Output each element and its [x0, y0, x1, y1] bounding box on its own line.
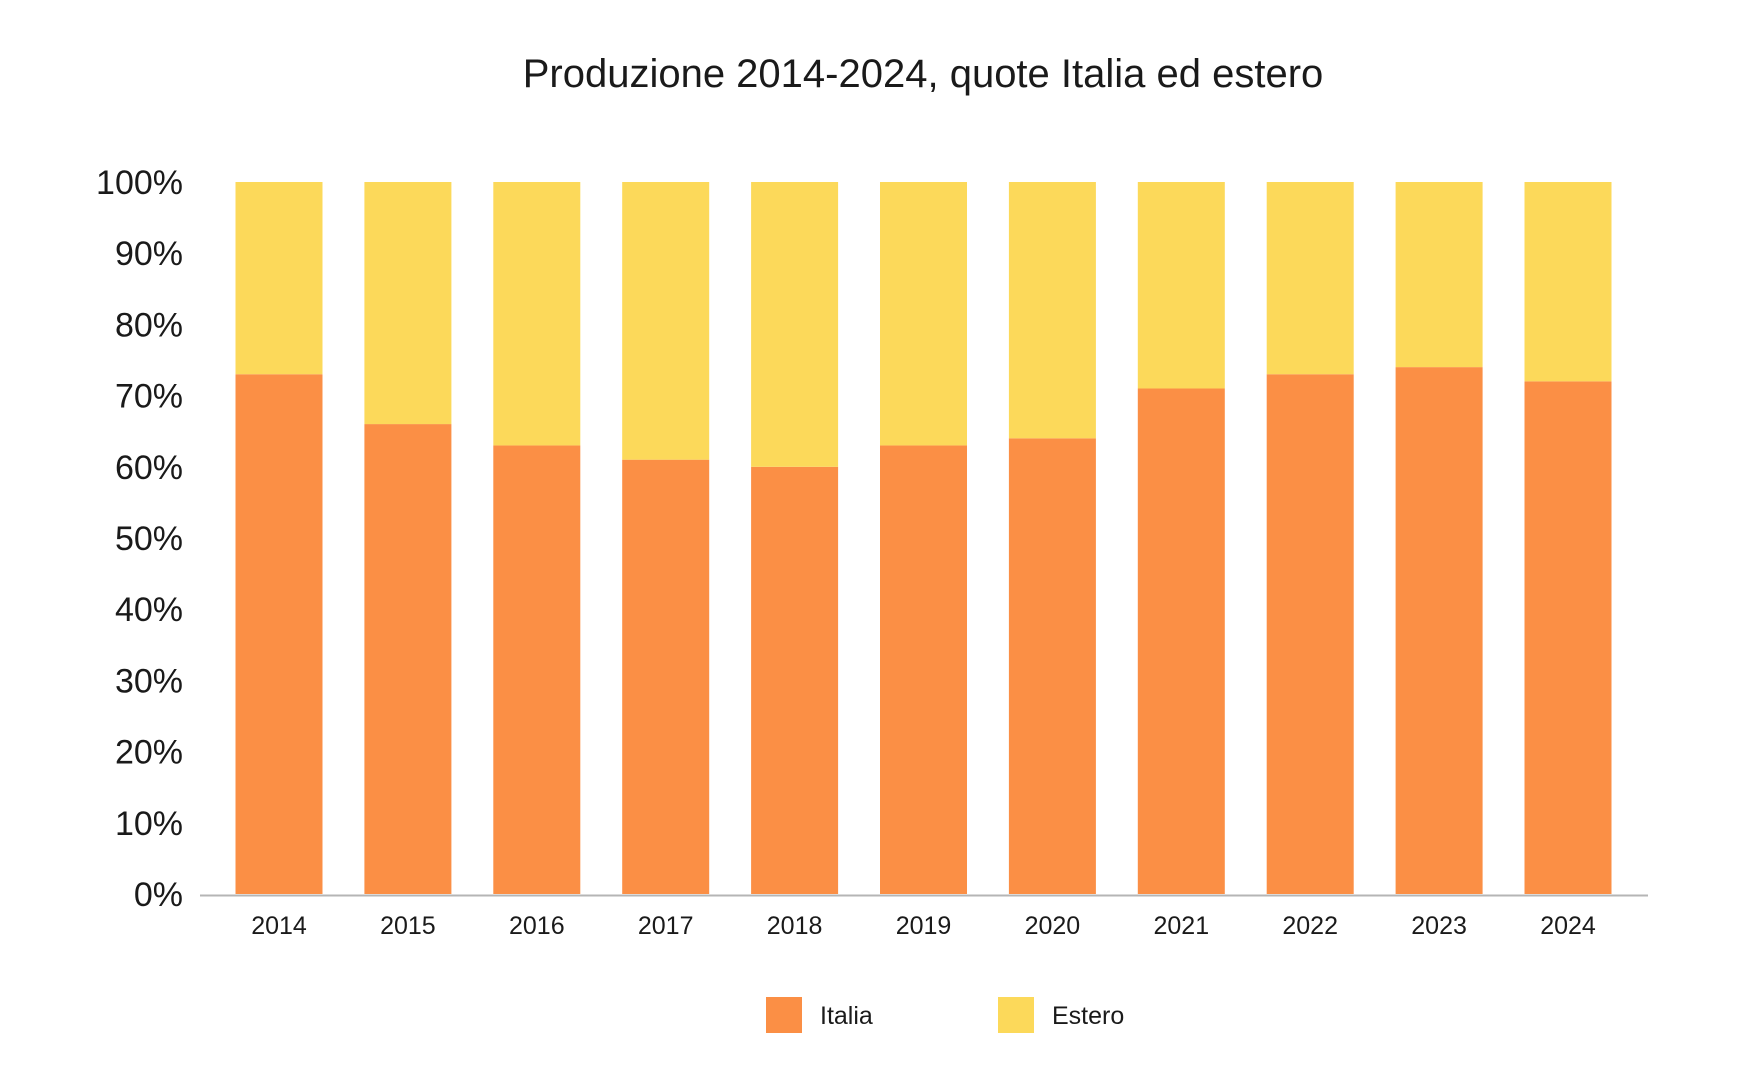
bar-estero-2019	[880, 182, 967, 446]
bars	[235, 182, 1612, 894]
y-tick-label: 50%	[115, 520, 183, 558]
bar-italia-2016	[493, 445, 581, 894]
bar-italia-2018	[751, 466, 839, 894]
bar-italia-2020	[1008, 438, 1096, 894]
x-tick-label: 2023	[1411, 912, 1467, 940]
x-tick-label: 2024	[1540, 912, 1596, 940]
bar-italia-2019	[880, 445, 967, 894]
chart-title: Produzione 2014-2024, quote Italia ed es…	[523, 52, 1324, 96]
y-tick-label: 60%	[115, 449, 183, 487]
x-tick-label: 2022	[1282, 912, 1338, 940]
legend-swatch-italia	[766, 997, 802, 1033]
bar-italia-2021	[1137, 388, 1225, 894]
x-tick-label: 2021	[1153, 912, 1209, 940]
bar-estero-2023	[1395, 182, 1483, 368]
y-tick-label: 80%	[115, 306, 183, 344]
y-tick-label: 0%	[134, 876, 183, 914]
x-axis-ticks: 2014 2015 2016 2017 2018 2019 2020 2021 2022 2023…	[251, 912, 1596, 940]
bar-estero-2024	[1524, 182, 1612, 382]
legend: Italia Estero	[766, 997, 1124, 1033]
x-tick-label: 2020	[1025, 912, 1081, 940]
bar-estero-2015	[364, 182, 452, 425]
y-tick-label: 40%	[115, 591, 183, 629]
bar-estero-2016	[493, 182, 581, 446]
bar-italia-2024	[1524, 381, 1612, 894]
y-tick-label: 20%	[115, 734, 183, 772]
legend-label-estero: Estero	[1052, 1002, 1124, 1030]
x-tick-label: 2014	[251, 912, 307, 940]
bar-estero-2021	[1137, 182, 1225, 389]
bar-italia-2023	[1395, 367, 1483, 894]
x-tick-label: 2017	[638, 912, 694, 940]
x-tick-label: 2015	[380, 912, 436, 940]
x-tick-label: 2016	[509, 912, 565, 940]
bar-estero-2022	[1266, 182, 1354, 375]
bar-italia-2015	[364, 424, 452, 894]
bar-italia-2022	[1266, 374, 1354, 894]
bar-italia-2014	[235, 374, 323, 894]
y-tick-label: 10%	[115, 805, 183, 843]
bar-italia-2017	[622, 459, 710, 894]
x-tick-label: 2018	[767, 912, 823, 940]
x-tick-label: 2019	[896, 912, 952, 940]
legend-label-italia: Italia	[820, 1002, 873, 1030]
y-axis-ticks: 0% 10% 20% 30% 40% 50% 60% 70% 80% 90% 100%	[96, 164, 183, 914]
bar-estero-2018	[751, 182, 839, 467]
legend-swatch-estero	[998, 997, 1034, 1033]
bar-estero-2017	[622, 182, 710, 460]
bar-estero-2020	[1008, 182, 1096, 439]
y-tick-label: 70%	[115, 378, 183, 416]
y-tick-label: 90%	[115, 235, 183, 273]
bar-estero-2014	[235, 182, 323, 375]
y-tick-label: 30%	[115, 662, 183, 700]
y-tick-label: 100%	[96, 164, 183, 202]
